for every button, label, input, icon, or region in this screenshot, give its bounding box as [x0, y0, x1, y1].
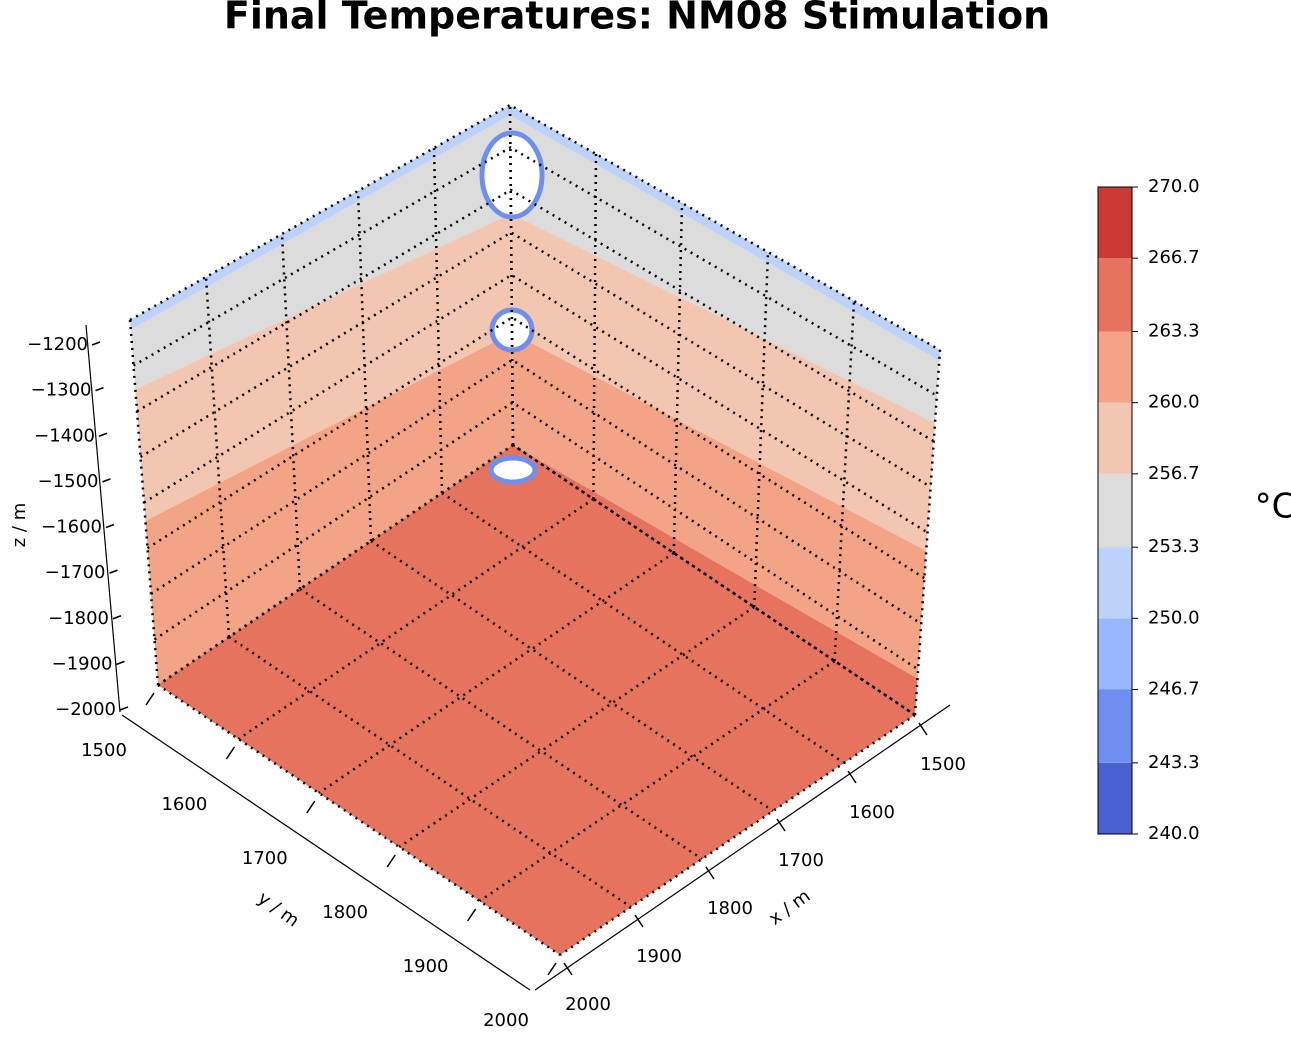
tick-mark	[116, 660, 125, 666]
tick-mark	[225, 746, 236, 760]
grid-line	[132, 146, 938, 397]
colorbar-segment	[1098, 762, 1132, 834]
colorbar-segment	[1098, 258, 1132, 332]
grid-line	[672, 202, 684, 554]
z-tick-label: −1900	[52, 653, 113, 674]
z-tick-label: −1300	[31, 380, 92, 401]
x-tick-label: 2000	[565, 994, 611, 1015]
colorbar-segment	[1098, 187, 1132, 259]
wall-contour	[130, 105, 511, 330]
z-tick-label: −2000	[55, 699, 116, 720]
floor-contour	[158, 445, 915, 955]
colorbar-tick-label: 270.0	[1148, 176, 1200, 197]
grid-line	[237, 497, 595, 741]
y-tick-label: 1700	[242, 848, 288, 869]
tick-mark	[98, 432, 108, 437]
y-tick-label: 1800	[322, 902, 368, 923]
z-tick-label: −1800	[48, 608, 109, 629]
tick-mark	[91, 341, 101, 346]
grid-line	[398, 605, 755, 849]
plot-area: 1500 1600 1700 1800 1900 2000 1500 1600 1700 1800…	[27, 103, 1200, 1031]
tick-mark	[119, 706, 129, 711]
colorbar-segment	[1098, 331, 1132, 403]
tick-mark	[386, 854, 396, 868]
axis-line	[534, 704, 951, 991]
z-axis-label: z / m	[9, 503, 30, 548]
grid-line	[157, 443, 916, 717]
tick-mark	[109, 569, 118, 574]
tick-mark	[102, 478, 111, 483]
tick-mark	[776, 818, 786, 832]
tick-mark	[105, 523, 115, 529]
tick-mark	[145, 692, 155, 706]
wall-contour	[511, 213, 935, 551]
colorbar-segment	[1098, 547, 1132, 619]
colorbar-tick-label: 253.3	[1148, 536, 1200, 557]
grid-line	[913, 349, 942, 716]
x-axis-label: x / m	[765, 886, 814, 930]
grid-line	[318, 551, 675, 795]
wall-contour	[145, 332, 513, 685]
grid-line	[432, 147, 444, 494]
colorbar-tick-label: 260.0	[1148, 392, 1200, 413]
colorbar-tick-label: 266.7	[1148, 247, 1200, 268]
grid-line	[478, 659, 836, 903]
tick-mark	[95, 386, 104, 392]
z-tick-label: −1700	[45, 562, 106, 583]
tick-mark	[466, 908, 477, 922]
tick-mark	[634, 914, 644, 928]
colorbar-tick-label: 243.3	[1148, 752, 1200, 773]
wall-contour	[512, 332, 927, 679]
colorbar-segment	[1098, 689, 1132, 763]
cold-zone	[479, 130, 545, 220]
z-tick-label: −1400	[34, 425, 95, 446]
y-tick-label: 2000	[483, 1010, 529, 1031]
cold-zone	[489, 307, 535, 353]
grid-line	[146, 316, 926, 580]
colorbar-segment	[1098, 402, 1132, 474]
x-tick-label: 1600	[849, 802, 895, 823]
tick-mark	[112, 615, 122, 620]
colorbar-tick-label: 256.7	[1148, 463, 1200, 484]
tick-mark	[547, 962, 557, 976]
grid-line	[136, 188, 935, 443]
axis-line	[85, 324, 121, 713]
x-tick-label: 1500	[920, 754, 966, 775]
colorbar-tick-label: 263.3	[1148, 320, 1200, 341]
y-axis-label: y / m	[254, 888, 303, 932]
x-tick-label: 1700	[778, 850, 824, 871]
colorbar-tick-label: 246.7	[1148, 679, 1200, 700]
colorbar-label: °C	[1255, 487, 1291, 527]
tick-mark	[563, 962, 573, 976]
tick-mark	[847, 770, 857, 784]
colorbar-tick-label: 240.0	[1148, 823, 1200, 844]
grid-line	[592, 153, 598, 500]
colorbar-segment	[1098, 473, 1132, 548]
wall-contour	[130, 115, 512, 390]
colorbar-frame	[1097, 186, 1133, 835]
axis-line	[121, 714, 531, 991]
y-tick-label: 1500	[81, 740, 127, 761]
colorbar-segment	[1098, 618, 1132, 690]
wall-contour	[510, 105, 940, 361]
x-tick-label: 1900	[636, 946, 682, 967]
tick-mark	[705, 866, 715, 880]
chart-title: Final Temperatures: NM08 Stimulation	[224, 0, 1050, 38]
wall-contour	[135, 213, 513, 521]
wall-contour	[510, 115, 940, 423]
z-tick-label: −1600	[41, 517, 102, 538]
tick-mark	[306, 800, 316, 814]
cold-zone	[488, 455, 538, 485]
grid-line	[508, 104, 515, 446]
z-tick-label: −1500	[38, 471, 99, 492]
y-tick-label: 1900	[403, 956, 449, 977]
grid-line	[559, 713, 916, 957]
z-tick-label: −1200	[27, 334, 88, 355]
x-tick-label: 1800	[707, 898, 753, 919]
colorbar-tick-label: 250.0	[1148, 607, 1200, 628]
y-tick-label: 1600	[161, 794, 207, 815]
